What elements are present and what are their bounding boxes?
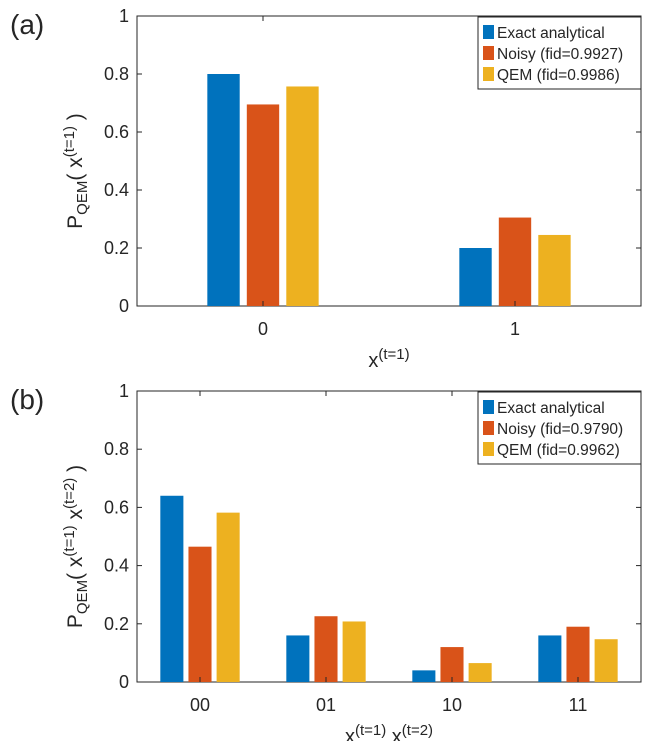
x-tick-label: 11 <box>569 695 588 715</box>
bar-01-series-2 <box>314 616 338 682</box>
legend-swatch <box>483 67 494 81</box>
y-tick-label: 0 <box>119 296 129 316</box>
legend: Exact analytical Noisy (fid=0.9927) QEM (f… <box>477 16 642 90</box>
legend-box <box>477 16 642 90</box>
bar-1-series-1 <box>459 248 492 306</box>
chart-panel-a: 0 0.2 0.4 0.6 0.8 1 0 1 x(t=1) PQEM( x(t=1) ) (a) E… <box>10 6 642 372</box>
bar-1-series-3 <box>538 234 571 306</box>
legend-swatch <box>483 400 494 414</box>
y-tick-label: 0.2 <box>104 238 129 258</box>
x-axis-label: x(t=1) <box>368 346 409 372</box>
x-tick-label: 1 <box>510 319 520 339</box>
y-tick-label: 0.8 <box>104 439 129 459</box>
bar-00-series-2 <box>188 546 212 682</box>
y-tick-label: 0.4 <box>104 556 129 576</box>
legend-box <box>477 391 642 465</box>
x-tick-label: 0 <box>258 319 268 339</box>
y-axis-label: PQEM( x(t=1) x(t=2) ) <box>61 465 91 628</box>
legend-entry: QEM (fid=0.9962) <box>497 442 620 459</box>
y-tick-label: 0 <box>119 672 129 692</box>
bar-1-series-2 <box>498 217 532 306</box>
bar-01-series-1 <box>286 635 310 682</box>
bar-0-series-2 <box>246 104 280 306</box>
legend-swatch <box>483 442 494 456</box>
legend-swatch <box>483 46 494 60</box>
y-tick-label: 0.6 <box>104 497 129 517</box>
legend: Exact analytical Noisy (fid=0.9790) QEM (f… <box>477 391 642 465</box>
y-tick-label: 0.2 <box>104 614 129 634</box>
x-axis-label: x(t=1) x(t=2) <box>345 722 433 741</box>
y-tick-label: 0.8 <box>104 64 129 84</box>
bar-0-series-3 <box>286 86 319 306</box>
legend-entry: Exact analytical <box>497 400 605 417</box>
legend-swatch <box>483 421 494 435</box>
bar-10-series-2 <box>440 647 464 682</box>
y-tick-label: 1 <box>119 381 129 401</box>
bar-11-series-3 <box>594 639 618 682</box>
x-tick-label: 10 <box>442 695 462 715</box>
legend-entry: QEM (fid=0.9986) <box>497 67 620 84</box>
bar-00-series-3 <box>216 512 240 682</box>
legend-entry: Noisy (fid=0.9790) <box>497 421 623 438</box>
y-tick-label: 1 <box>119 6 129 26</box>
bar-10-series-1 <box>412 670 436 682</box>
panel-label: (a) <box>10 9 44 40</box>
y-axis-label: PQEM( x(t=1) ) <box>61 113 91 229</box>
bar-0-series-1 <box>207 74 240 306</box>
bar-11-series-2 <box>566 626 590 682</box>
y-tick-label: 0.4 <box>104 180 129 200</box>
bar-10-series-3 <box>468 663 492 682</box>
legend-swatch <box>483 25 494 39</box>
panel-label: (b) <box>10 384 44 415</box>
y-tick-label: 0.6 <box>104 122 129 142</box>
x-tick-label: 00 <box>190 695 210 715</box>
x-tick-label: 01 <box>316 695 336 715</box>
legend-entry: Exact analytical <box>497 25 605 42</box>
bar-01-series-3 <box>342 621 366 682</box>
bar-11-series-1 <box>538 635 562 682</box>
legend-entry: Noisy (fid=0.9927) <box>497 46 623 63</box>
bar-00-series-1 <box>160 495 184 682</box>
